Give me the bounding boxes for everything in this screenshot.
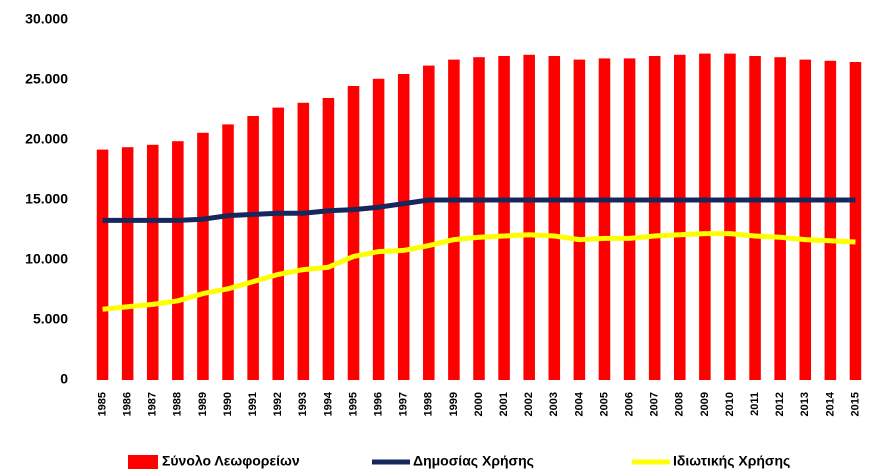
x-tick-label: 2004: [573, 391, 585, 416]
x-tick-label: 2003: [548, 392, 560, 416]
y-tick-label: 0: [60, 371, 68, 387]
x-tick-label: 1988: [172, 392, 184, 416]
legend-label: Δημοσίας Χρήσης: [413, 453, 534, 469]
x-tick-label: 1991: [247, 392, 259, 416]
x-tick-label: 2002: [523, 392, 535, 416]
x-tick-label: 2008: [674, 392, 686, 416]
x-tick-label: 2000: [473, 392, 485, 416]
bar: [724, 53, 736, 380]
bar: [523, 54, 535, 381]
bar: [448, 59, 460, 380]
bar: [548, 56, 561, 380]
bar: [498, 56, 510, 380]
bar: [774, 57, 786, 380]
x-tick-label: 2013: [799, 392, 811, 416]
bar: [322, 98, 335, 380]
bar: [824, 60, 837, 381]
bar: [648, 56, 661, 380]
x-tick-label: 1987: [147, 392, 159, 416]
x-tick-label: 1993: [297, 392, 309, 416]
x-tick-label: 2007: [649, 392, 661, 416]
bar: [222, 124, 234, 381]
bar: [372, 78, 385, 381]
y-tick-label: 10.000: [25, 251, 68, 267]
bar: [849, 62, 862, 380]
line-series: [102, 197, 856, 223]
bar: [297, 102, 310, 381]
x-tick-label: 1992: [272, 392, 284, 416]
line-series: [102, 231, 856, 312]
legend-label: Σύνολο Λεωφορείων: [162, 453, 300, 469]
y-tick-label: 20.000: [25, 131, 68, 147]
x-tick-label: 1989: [197, 392, 209, 416]
x-tick-label: 2011: [749, 392, 761, 416]
y-tick-label: 30.000: [25, 11, 68, 27]
x-tick-label: 2005: [598, 392, 610, 416]
x-tick-label: 1985: [96, 392, 108, 416]
x-tick-label: 2012: [774, 392, 786, 416]
legend-swatch: [128, 455, 158, 469]
bar: [799, 59, 812, 380]
bar: [674, 54, 686, 381]
bar: [423, 65, 435, 380]
bar: [473, 57, 485, 380]
x-tick-label: 1995: [347, 392, 359, 416]
x-tick-label: 2010: [724, 392, 736, 416]
x-tick-label: 1998: [423, 392, 435, 416]
y-tick-label: 15.000: [25, 191, 68, 207]
x-tick-label: 1999: [448, 392, 460, 416]
bar: [623, 58, 636, 381]
x-tick-label: 2015: [849, 392, 861, 416]
y-tick-label: 5.000: [33, 311, 68, 327]
bar: [699, 53, 711, 380]
bar: [272, 107, 284, 380]
x-tick-label: 2009: [699, 392, 711, 416]
x-tick-label: 1990: [222, 392, 234, 416]
bar: [397, 74, 410, 380]
bar: [598, 58, 611, 381]
bar: [247, 116, 259, 380]
legend-label: Ιδιωτικής Χρήσης: [673, 453, 790, 469]
x-tick-label: 2001: [498, 392, 510, 416]
bar: [197, 132, 209, 380]
bar: [347, 86, 360, 380]
bar: [749, 56, 761, 380]
x-tick-label: 1996: [373, 392, 385, 416]
x-tick-label: 2014: [824, 391, 836, 416]
bar: [121, 147, 134, 380]
bar: [172, 141, 184, 380]
bar: [573, 59, 586, 380]
bar: [96, 149, 109, 380]
bar: [146, 144, 159, 380]
x-tick-label: 1986: [122, 392, 134, 416]
y-tick-label: 25.000: [25, 71, 68, 87]
x-tick-label: 1994: [322, 391, 334, 416]
x-tick-label: 2006: [623, 392, 635, 416]
x-tick-label: 1997: [398, 392, 410, 416]
